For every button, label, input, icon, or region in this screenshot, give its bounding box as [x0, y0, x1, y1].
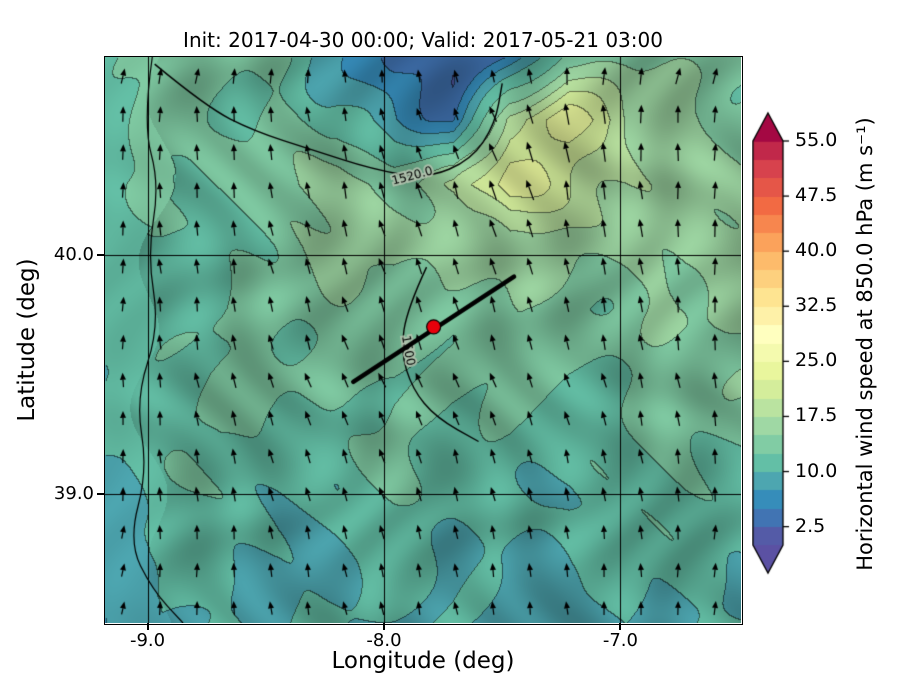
colorbar-tick-label: 2.5 [795, 514, 826, 537]
y-tick-label: 39.0 [53, 483, 94, 505]
colorbar-tick-label: 55.0 [795, 129, 838, 151]
wind-speed-map [105, 57, 741, 623]
x-tick-mark [382, 623, 385, 630]
colorbar-tick-label: 17.5 [795, 404, 838, 427]
x-tick-label: -8.0 [366, 630, 402, 651]
colorbar-tick-label: 32.5 [795, 294, 838, 317]
x-tick-label: -7.0 [602, 630, 638, 651]
colorbar-tick-label: 40.0 [795, 239, 838, 262]
colorbar-label: Horizontal wind speed at 850.0 hPa (m s⁻… [853, 117, 877, 571]
x-tick-label: -9.0 [129, 630, 166, 651]
y-tick-mark [97, 493, 104, 496]
y-tick-label: 40.0 [53, 244, 94, 266]
colorbar-tick-label: 10.0 [795, 459, 838, 482]
y-tick-mark [97, 254, 104, 257]
x-tick-mark [619, 623, 622, 630]
colorbar [752, 108, 794, 578]
x-axis-label: Longitude (deg) [331, 648, 515, 674]
plot-title: Init: 2017-04-30 00:00; Valid: 2017-05-2… [183, 28, 663, 52]
colorbar-tick-label: 25.0 [795, 349, 838, 372]
y-axis-label: Latitude (deg) [14, 258, 40, 422]
x-tick-mark [146, 623, 149, 630]
colorbar-tick-label: 47.5 [795, 184, 838, 207]
